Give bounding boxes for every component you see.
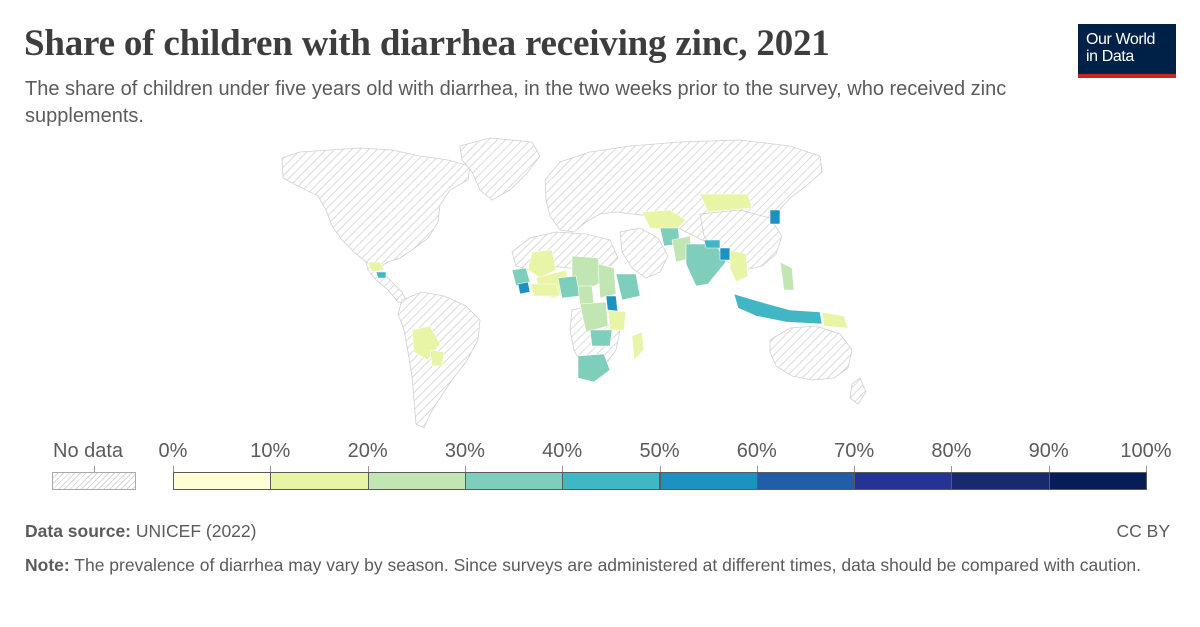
legend-tick-mark — [951, 466, 953, 472]
madagascar-region — [631, 331, 645, 361]
legend-tick-mark — [756, 466, 758, 472]
north-korea-region — [769, 209, 781, 225]
legend-bin[interactable] — [854, 472, 953, 490]
legend-tick-label: 0% — [158, 440, 188, 462]
legend-tick-mark — [464, 466, 466, 472]
nepal-region — [703, 239, 721, 249]
mauritania-region — [527, 249, 557, 279]
legend-bin[interactable] — [951, 472, 1050, 490]
legend-tick-label: 10% — [250, 440, 291, 462]
southern-africa-region — [577, 353, 611, 383]
source-text[interactable]: UNICEF (2022) — [135, 521, 257, 541]
legend-tick-label: 90% — [1028, 440, 1069, 462]
indonesia-region — [733, 293, 823, 325]
note-label: Note: — [25, 555, 70, 575]
license-link[interactable]: CC BY — [1116, 521, 1170, 541]
logo-line-1: Our World — [1086, 31, 1156, 48]
legend-tick-label: 20% — [347, 440, 388, 462]
legend-tick-mark — [173, 466, 174, 472]
legend-tick-label: 80% — [931, 440, 972, 462]
mongolia-region — [699, 193, 753, 213]
legend-no-data-tick — [94, 466, 95, 472]
legend-no-data-label: No data — [53, 440, 124, 462]
legend-bin[interactable] — [756, 472, 856, 490]
philippines-region — [779, 261, 795, 291]
legend-tick-label: 100% — [1120, 440, 1172, 462]
arabia-shape — [619, 227, 669, 279]
ethiopia-region — [615, 273, 641, 301]
senegal-region — [511, 267, 531, 287]
chad-region — [597, 263, 617, 299]
legend-bin[interactable] — [1048, 472, 1147, 490]
cuba-region — [367, 261, 385, 273]
legend-no-data-swatch[interactable] — [52, 472, 136, 490]
legend-tick-mark — [659, 466, 661, 472]
bangladesh-region — [719, 247, 731, 261]
legend-tick-mark — [1048, 466, 1050, 472]
chart-title: Share of children with diarrhea receivin… — [24, 23, 830, 64]
zambia-region — [589, 329, 613, 347]
legend-tick-label: 70% — [834, 440, 875, 462]
australia-shape — [769, 325, 853, 381]
legend-bin[interactable] — [562, 472, 661, 490]
legend-tick-mark — [270, 466, 272, 472]
legend-tick-label: 60% — [736, 440, 777, 462]
legend-tick-mark — [562, 466, 564, 472]
drc-region — [579, 301, 609, 333]
legend-bin[interactable] — [464, 472, 564, 490]
nigeria-region — [557, 275, 581, 299]
paraguay-region — [429, 349, 445, 367]
legend-bin[interactable] — [270, 472, 369, 490]
tanzania-region — [607, 309, 627, 331]
owid-logo[interactable]: Our World in Data — [1078, 24, 1176, 78]
legend-tick-mark — [854, 466, 856, 472]
new-zealand-shape — [849, 377, 867, 405]
legend-tick-mark — [1146, 466, 1147, 472]
source-label: Data source: — [25, 521, 132, 541]
logo-line-2: in Data — [1086, 48, 1134, 65]
honduras-region — [375, 271, 387, 279]
legend-tick-label: 30% — [444, 440, 485, 462]
legend-tick-label: 40% — [542, 440, 583, 462]
west-africa-coast — [529, 283, 561, 297]
data-countries — [367, 193, 849, 383]
footnote: Note: The prevalence of diarrhea may var… — [25, 553, 1145, 577]
note-text: The prevalence of diarrhea may vary by s… — [74, 555, 1142, 575]
guinea-region — [517, 281, 531, 295]
legend-bin[interactable] — [659, 472, 758, 490]
data-source: Data source: UNICEF (2022) — [25, 521, 256, 542]
legend-bin[interactable] — [173, 472, 272, 490]
legend-tick-mark — [367, 466, 369, 472]
legend-bin[interactable] — [367, 472, 466, 490]
east-timor-region — [821, 311, 849, 329]
legend-tick-label: 50% — [639, 440, 680, 462]
greenland-shape — [459, 137, 541, 201]
central-asia-region — [641, 209, 687, 231]
chart-subtitle: The share of children under five years o… — [25, 78, 1007, 127]
myanmar-laos-region — [729, 249, 749, 283]
north-america-shape — [281, 147, 471, 269]
